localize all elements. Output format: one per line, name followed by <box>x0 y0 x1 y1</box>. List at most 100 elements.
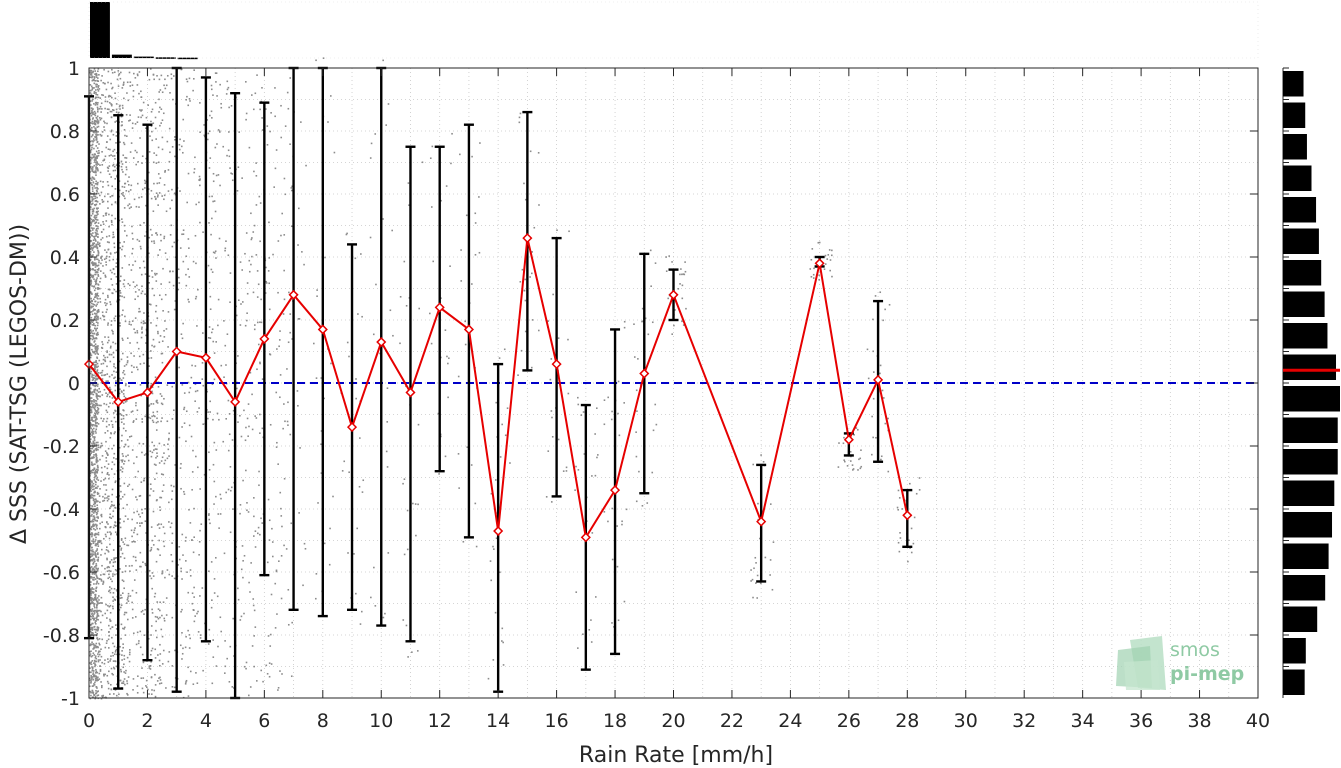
scatter-point <box>95 280 98 283</box>
scatter-point <box>158 677 160 679</box>
scatter-point <box>475 545 478 548</box>
scatter-point <box>89 301 92 303</box>
scatter-point <box>224 247 227 250</box>
scatter-point <box>95 240 97 242</box>
scatter-point <box>98 194 101 197</box>
scatter-point <box>759 537 761 540</box>
scatter-point <box>92 424 95 426</box>
scatter-point <box>251 645 254 647</box>
scatter-point <box>110 116 113 119</box>
scatter-point <box>93 103 95 105</box>
scatter-point <box>126 360 129 362</box>
scatter-point <box>96 389 99 392</box>
scatter-point <box>92 305 94 308</box>
scatter-point <box>95 378 97 381</box>
scatter-point <box>108 424 110 426</box>
scatter-point <box>115 290 117 293</box>
scatter-point <box>97 96 100 99</box>
scatter-point <box>121 163 124 165</box>
scatter-point <box>112 169 115 172</box>
scatter-point <box>415 534 417 537</box>
scatter-point <box>89 472 92 475</box>
scatter-point <box>106 135 109 137</box>
scatter-point <box>872 397 875 400</box>
scatter-point <box>115 589 118 591</box>
scatter-point <box>94 480 97 483</box>
scatter-point <box>96 79 98 82</box>
scatter-point <box>130 184 133 187</box>
scatter-point <box>138 196 140 199</box>
scatter-point <box>208 628 211 631</box>
scatter-point <box>99 277 102 280</box>
scatter-point <box>93 374 95 377</box>
scatter-point <box>211 599 213 601</box>
scatter-point <box>161 352 164 355</box>
scatter-point <box>97 287 100 290</box>
scatter-point <box>91 244 93 247</box>
scatter-point <box>128 565 131 567</box>
scatter-point <box>277 686 280 689</box>
scatter-point <box>124 570 127 573</box>
scatter-point <box>107 248 110 251</box>
scatter-point <box>101 564 103 567</box>
scatter-point <box>96 94 99 96</box>
scatter-point <box>818 278 820 281</box>
scatter-point <box>144 520 147 523</box>
scatter-point <box>94 231 97 234</box>
scatter-point <box>217 129 220 131</box>
scatter-point <box>96 457 98 459</box>
scatter-point <box>301 251 303 253</box>
scatter-point <box>457 453 460 455</box>
scatter-point <box>684 270 687 273</box>
scatter-point <box>96 491 99 494</box>
scatter-point <box>256 680 258 682</box>
scatter-point <box>550 358 553 360</box>
scatter-point <box>137 160 139 163</box>
scatter-point <box>126 602 128 604</box>
mean-marker <box>346 422 358 433</box>
scatter-point <box>133 579 136 581</box>
scatter-point <box>268 221 270 224</box>
scatter-point <box>105 264 108 266</box>
scatter-point <box>106 351 108 354</box>
scatter-point <box>449 265 451 268</box>
scatter-point <box>98 578 101 580</box>
scatter-point <box>125 189 128 192</box>
scatter-point <box>96 559 99 561</box>
scatter-point <box>187 629 189 632</box>
scatter-point <box>231 179 234 182</box>
scatter-point <box>268 675 271 678</box>
scatter-point <box>108 94 110 97</box>
scatter-point <box>810 275 813 278</box>
scatter-point <box>90 334 92 337</box>
scatter-point <box>91 629 94 631</box>
scatter-point <box>93 278 95 280</box>
scatter-point <box>91 669 94 672</box>
scatter-point <box>120 414 123 416</box>
x-tick-label: 30 <box>954 710 978 732</box>
scatter-point <box>100 417 103 420</box>
scatter-point <box>116 78 119 81</box>
scatter-point <box>140 110 142 112</box>
scatter-point <box>188 77 191 80</box>
scatter-point <box>223 320 225 322</box>
scatter-point <box>97 345 99 347</box>
top-histogram-bar <box>90 2 110 58</box>
scatter-point <box>498 357 501 359</box>
scatter-point <box>102 314 104 317</box>
scatter-point <box>93 467 95 470</box>
scatter-point <box>91 391 94 394</box>
scatter-point <box>136 84 139 86</box>
scatter-point <box>158 294 161 297</box>
scatter-point <box>92 303 95 306</box>
scatter-point <box>124 397 127 399</box>
scatter-point <box>94 256 96 259</box>
scatter-point <box>91 79 94 82</box>
scatter-point <box>181 632 183 634</box>
scatter-point <box>618 434 621 437</box>
scatter-point <box>115 524 117 527</box>
scatter-point <box>89 584 92 586</box>
scatter-point <box>109 611 112 614</box>
scatter-point <box>92 540 95 543</box>
scatter-point <box>110 82 112 85</box>
